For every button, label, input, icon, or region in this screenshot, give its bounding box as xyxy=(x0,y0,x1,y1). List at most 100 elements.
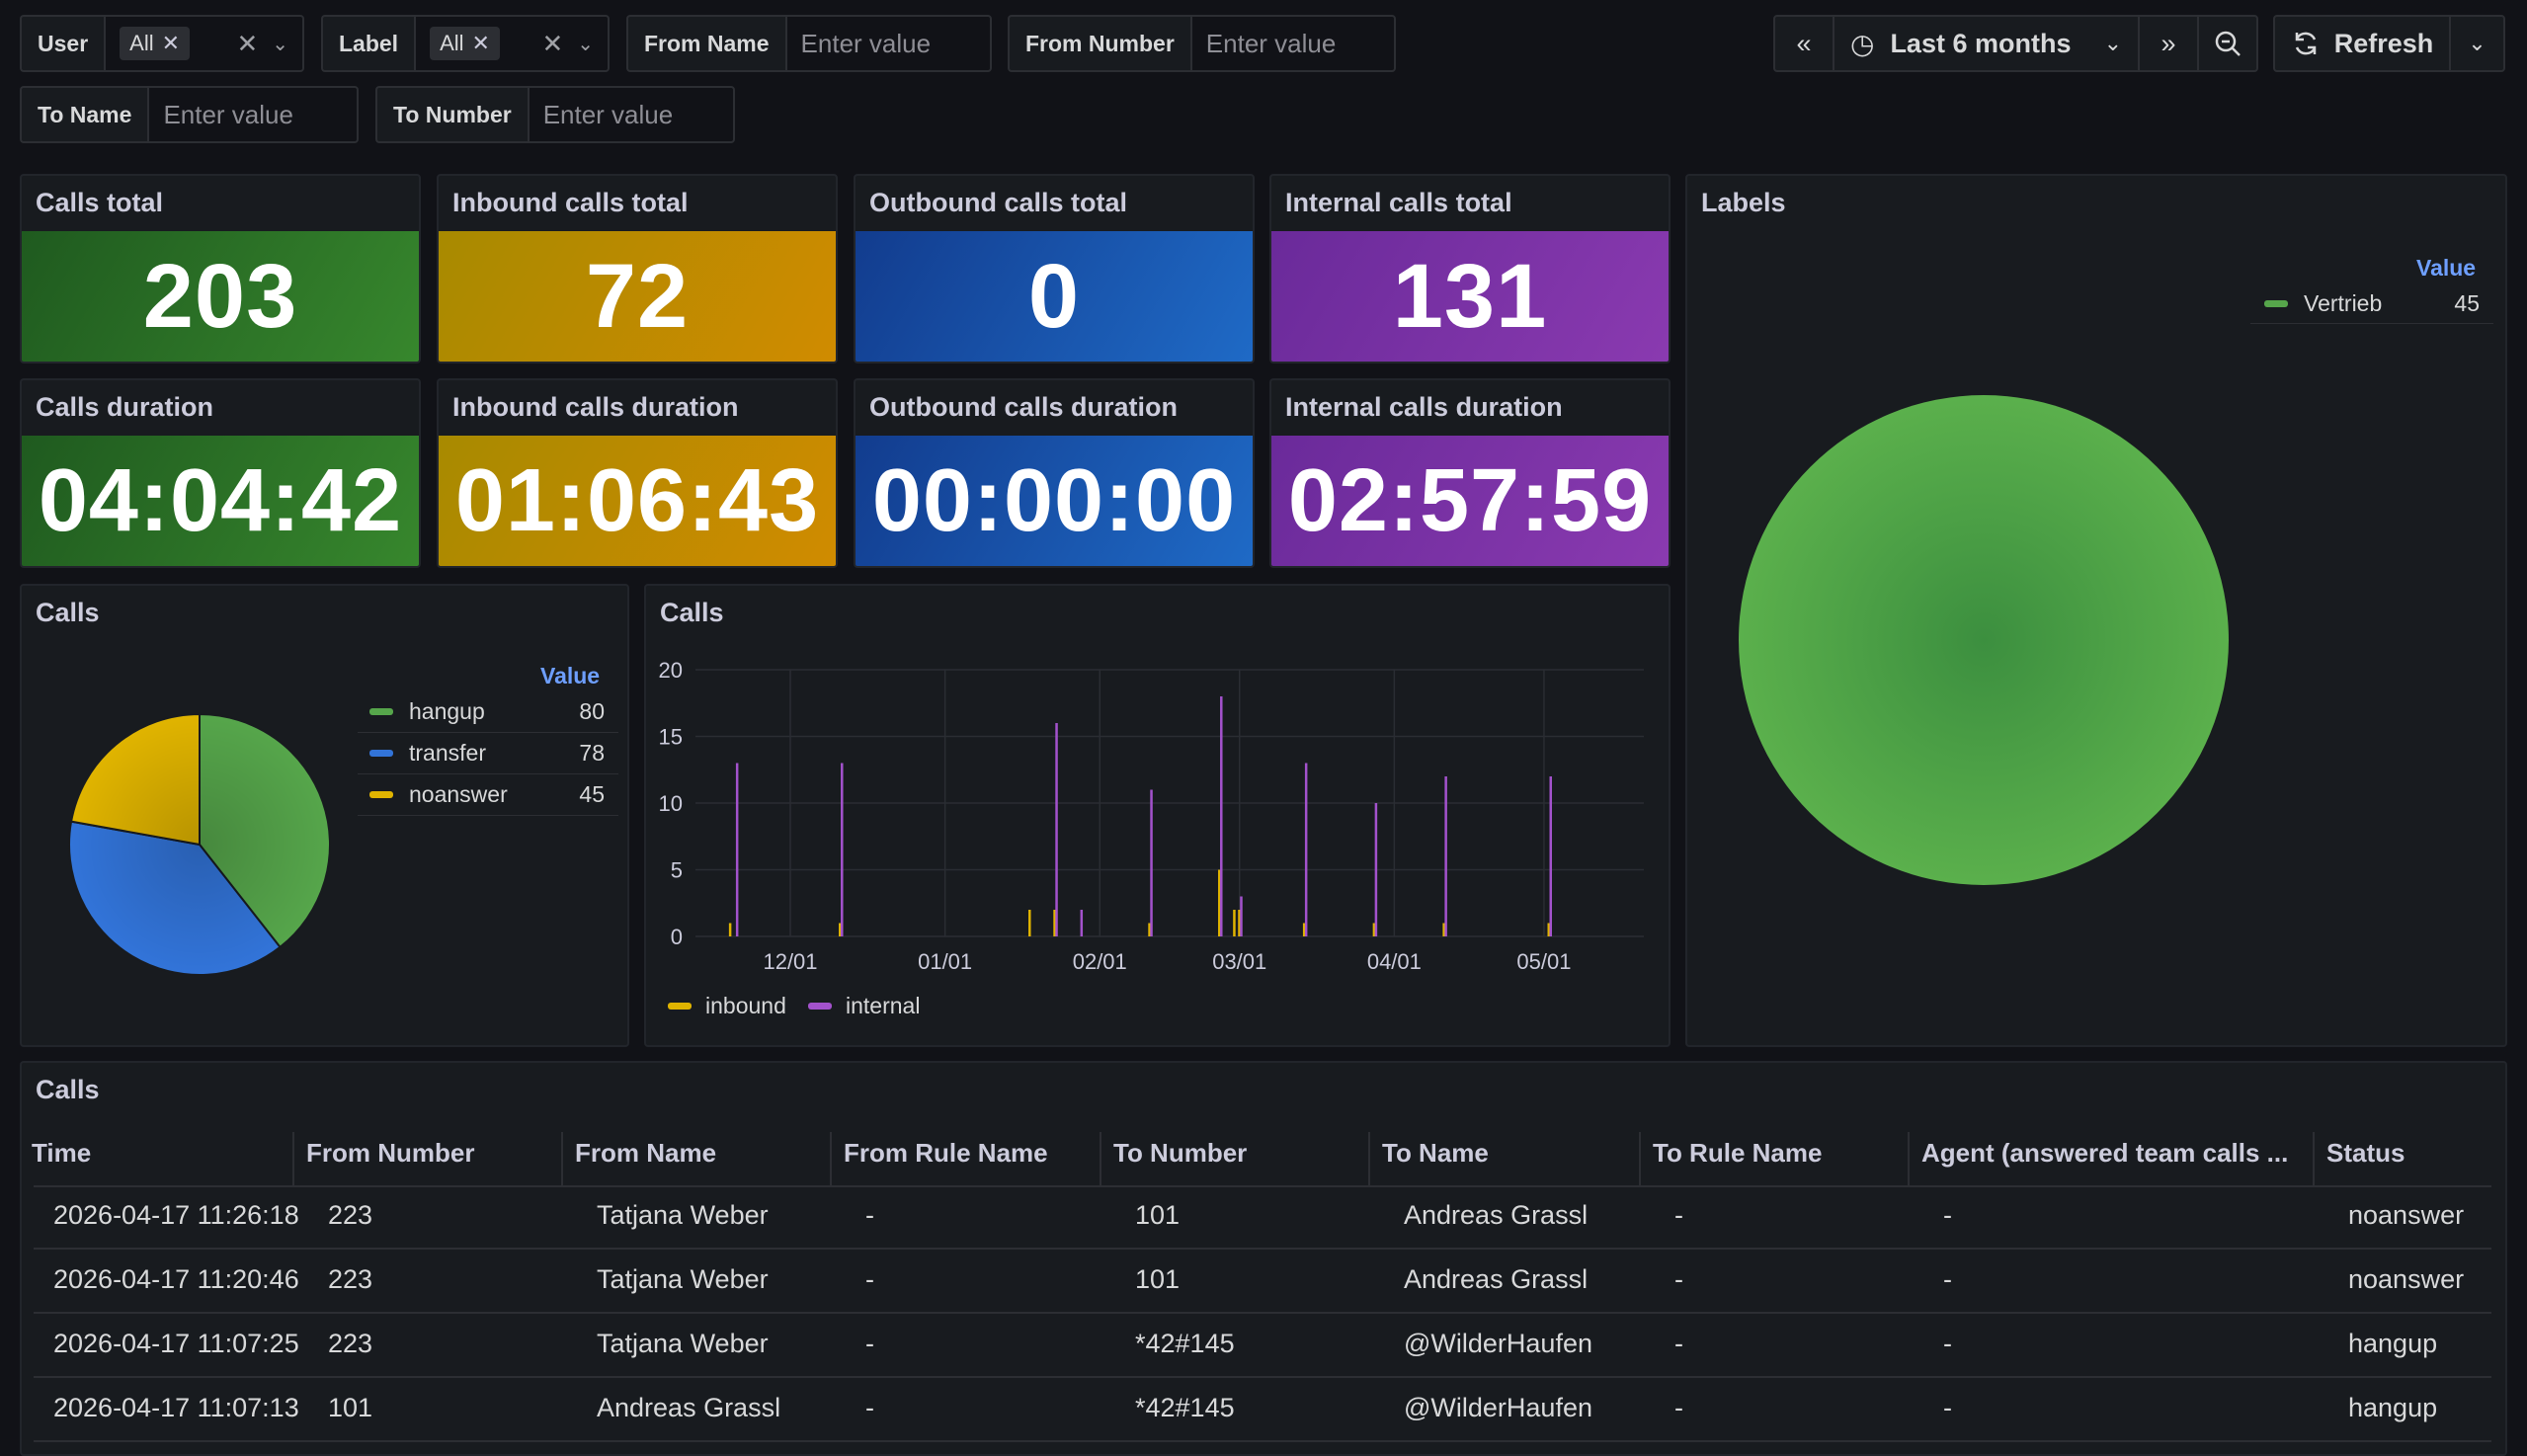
legend-item-transfer[interactable]: transfer 78 xyxy=(358,733,618,774)
bar-inbound[interactable] xyxy=(1547,923,1551,937)
calls-pie-chart[interactable] xyxy=(61,706,338,983)
labels-panel[interactable]: Labels Value Vertrieb 45 xyxy=(1685,174,2507,1047)
stat-value-box: 131 xyxy=(1271,231,1669,362)
legend-label: noanswer xyxy=(409,781,508,807)
column-header[interactable]: Agent (answered team calls ... xyxy=(1921,1138,2289,1168)
bar-inbound[interactable] xyxy=(1442,923,1445,937)
legend-swatch xyxy=(369,750,393,757)
label-variable[interactable]: Label All ✕ ✕ ⌄ xyxy=(321,15,610,72)
time-range-picker[interactable]: ◷ Last 6 months ⌄ xyxy=(1833,15,2140,72)
from-number-variable[interactable]: From Number Enter value xyxy=(1008,15,1396,72)
calls-timeseries-panel[interactable]: Calls 0 5 10 15 20 12/01 01/01 02/01 03/01 04/01 0… xyxy=(644,584,1671,1047)
legend-value-header[interactable]: Value xyxy=(2416,255,2477,281)
table-row[interactable]: 2026-04-17 11:07:25 223 Tatjana Weber - *42#… xyxy=(34,1312,2491,1378)
to-number-input[interactable]: Enter value xyxy=(527,86,735,143)
legend-item-hangup[interactable]: hangup 80 xyxy=(358,691,618,733)
bar-inbound[interactable] xyxy=(1148,923,1151,937)
table-cell: 2026-04-17 11:20:46 xyxy=(53,1264,299,1294)
column-separator[interactable] xyxy=(292,1132,294,1187)
table-row[interactable]: 2026-04-17 11:26:18 223 Tatjana Weber - 101 A… xyxy=(34,1183,2491,1250)
stat-internal-total[interactable]: Internal calls total 131 xyxy=(1269,174,1671,364)
stat-value-box: 01:06:43 xyxy=(439,436,836,566)
bar-internal[interactable] xyxy=(1240,896,1243,937)
column-header[interactable]: From Number xyxy=(306,1138,475,1168)
column-header[interactable]: Time xyxy=(32,1138,92,1168)
pie-slice-noanswer[interactable] xyxy=(69,712,201,847)
bar-internal[interactable] xyxy=(1374,803,1378,936)
chevron-down-icon[interactable]: ⌄ xyxy=(577,33,594,55)
legend-item-inbound[interactable]: inbound xyxy=(668,993,786,1019)
clear-icon[interactable]: ✕ xyxy=(541,28,564,58)
from-name-input[interactable]: Enter value xyxy=(784,15,992,72)
to-name-input[interactable]: Enter value xyxy=(147,86,359,143)
table-row[interactable]: 2026-04-17 11:20:46 223 Tatjana Weber - 101 A… xyxy=(34,1248,2491,1314)
table-row[interactable]: 2026-04-17 11:07:13 101 Andreas Grassl - *42… xyxy=(34,1376,2491,1442)
shift-back-button[interactable]: « xyxy=(1773,15,1834,72)
labels-pie-chart[interactable] xyxy=(1727,383,2241,897)
calls-pie-panel[interactable]: Calls Value hangup 80 transfer 78 noansw… xyxy=(20,584,629,1047)
bar-inbound[interactable] xyxy=(1302,923,1306,937)
column-header[interactable]: Status xyxy=(2326,1138,2405,1168)
shift-forward-button[interactable]: » xyxy=(2138,15,2199,72)
column-separator[interactable] xyxy=(561,1132,563,1187)
bar-inbound[interactable] xyxy=(1233,910,1236,936)
column-separator[interactable] xyxy=(1368,1132,1370,1187)
calls-table-panel[interactable]: Calls xyxy=(20,1061,2507,1456)
label-variable-select[interactable]: All ✕ ✕ ⌄ xyxy=(414,15,610,72)
zoom-out-button[interactable] xyxy=(2197,15,2258,72)
legend-item-vertrieb[interactable]: Vertrieb 45 xyxy=(2250,284,2493,324)
stat-internal-duration[interactable]: Internal calls duration 02:57:59 xyxy=(1269,378,1671,568)
bar-internal[interactable] xyxy=(1055,723,1058,936)
bar-internal[interactable] xyxy=(841,763,844,937)
legend-item-noanswer[interactable]: noanswer 45 xyxy=(358,774,618,816)
stat-outbound-total[interactable]: Outbound calls total 0 xyxy=(854,174,1255,364)
from-name-variable[interactable]: From Name Enter value xyxy=(626,15,992,72)
bar-internal[interactable] xyxy=(1304,763,1308,937)
column-header[interactable]: To Rule Name xyxy=(1653,1138,1823,1168)
stat-calls-total[interactable]: Calls total 203 xyxy=(20,174,421,364)
pie-slice-vertrieb[interactable] xyxy=(1739,395,2229,885)
column-header[interactable]: From Name xyxy=(575,1138,717,1168)
clear-icon[interactable]: ✕ xyxy=(236,28,259,58)
user-variable[interactable]: User All ✕ ✕ ⌄ xyxy=(20,15,304,72)
stat-outbound-duration[interactable]: Outbound calls duration 00:00:00 xyxy=(854,378,1255,568)
bar-inbound[interactable] xyxy=(1238,910,1241,936)
refresh-interval-button[interactable]: ⌄ xyxy=(2449,15,2505,72)
bar-inbound[interactable] xyxy=(1218,869,1221,937)
bar-inbound[interactable] xyxy=(728,923,732,937)
column-separator[interactable] xyxy=(1908,1132,1910,1187)
bar-internal[interactable] xyxy=(1150,789,1153,937)
column-separator[interactable] xyxy=(1639,1132,1641,1187)
column-separator[interactable] xyxy=(2313,1132,2315,1187)
bar-inbound[interactable] xyxy=(1053,910,1056,936)
remove-icon[interactable]: ✕ xyxy=(471,31,490,55)
bar-inbound[interactable] xyxy=(1372,923,1376,937)
bar-internal[interactable] xyxy=(1220,696,1223,936)
column-separator[interactable] xyxy=(1100,1132,1101,1187)
bar-inbound[interactable] xyxy=(1028,910,1031,936)
calls-timeseries-chart[interactable]: 0 5 10 15 20 12/01 01/01 02/01 03/01 04/01 05/01 xyxy=(646,586,1671,1047)
user-variable-select[interactable]: All ✕ ✕ ⌄ xyxy=(104,15,304,72)
stat-inbound-duration[interactable]: Inbound calls duration 01:06:43 xyxy=(437,378,838,568)
refresh-button[interactable]: Refresh xyxy=(2273,15,2451,72)
remove-icon[interactable]: ✕ xyxy=(161,31,181,55)
column-separator[interactable] xyxy=(830,1132,832,1187)
chevron-down-icon[interactable]: ⌄ xyxy=(272,33,288,55)
column-header[interactable]: To Name xyxy=(1382,1138,1489,1168)
stat-inbound-total[interactable]: Inbound calls total 72 xyxy=(437,174,838,364)
to-name-variable[interactable]: To Name Enter value xyxy=(20,86,359,143)
column-header[interactable]: To Number xyxy=(1113,1138,1248,1168)
bar-internal[interactable] xyxy=(1080,910,1084,936)
bar-internal[interactable] xyxy=(735,763,739,937)
from-number-input[interactable]: Enter value xyxy=(1189,15,1396,72)
column-header[interactable]: From Rule Name xyxy=(844,1138,1048,1168)
bar-internal[interactable] xyxy=(1444,776,1447,936)
user-value-chip[interactable]: All ✕ xyxy=(120,27,191,60)
bar-internal[interactable] xyxy=(1549,776,1553,936)
legend-value-header[interactable]: Value xyxy=(540,663,601,688)
stat-calls-duration[interactable]: Calls duration 04:04:42 xyxy=(20,378,421,568)
legend-item-internal[interactable]: internal xyxy=(808,993,920,1019)
label-value-chip[interactable]: All ✕ xyxy=(430,27,500,60)
bar-inbound[interactable] xyxy=(839,923,842,937)
to-number-variable[interactable]: To Number Enter value xyxy=(375,86,735,143)
